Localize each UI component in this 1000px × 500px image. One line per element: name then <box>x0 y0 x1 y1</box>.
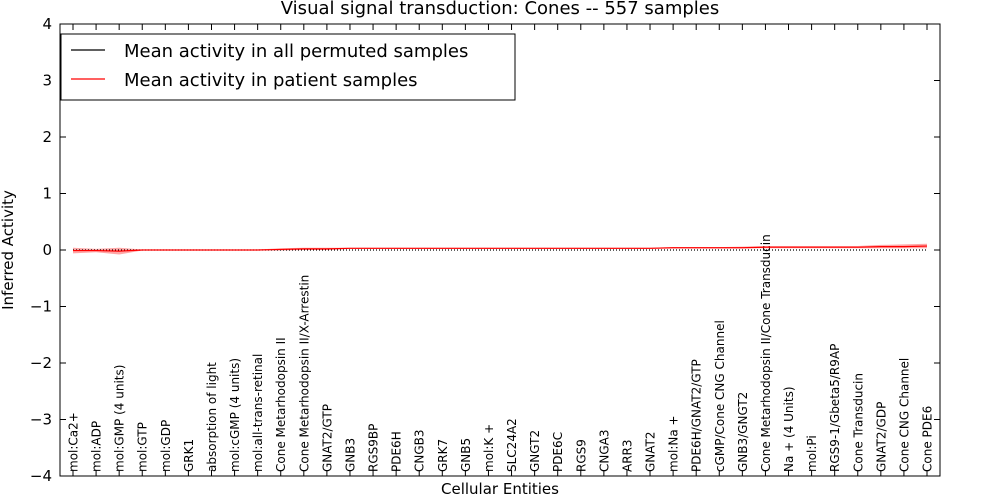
x-tick-label: Na + (4 Units) <box>782 386 796 472</box>
legend-label-permuted: Mean activity in all permuted samples <box>124 41 468 62</box>
y-tick-label: 3 <box>42 72 52 90</box>
y-tick-label: −2 <box>30 354 52 372</box>
plot-area: −4 −3 −2 −1 0 1 2 3 4 mol:Ca2+ mol:ADP mol:GMP (4 u… <box>30 15 940 485</box>
x-tick-label: GRK7 <box>436 439 450 472</box>
x-tick-label: mol:GDP <box>159 420 173 472</box>
y-tick-label: 1 <box>42 185 52 203</box>
x-tick-label: GNGT2 <box>528 430 542 472</box>
x-tick-label: GNB3/GNGT2 <box>736 392 750 472</box>
x-tick-label: cGMP/Cone CNG Channel <box>713 320 727 472</box>
x-tick-label: PDE6H/GNAT2/GTP <box>690 359 704 472</box>
x-tick-label: RGS9 <box>574 439 588 472</box>
x-tick-label: mol:all-trans-retinal <box>251 354 265 472</box>
x-tick-label: mol:cGMP (4 units) <box>228 358 242 472</box>
x-tick-label: SLC24A2 <box>505 418 519 472</box>
y-tick-label: 0 <box>42 241 52 259</box>
x-tick-label: Cone Metarhodopsin II <box>274 337 288 472</box>
x-tick-label: Cone Metarhodopsin II/Cone Transducin <box>759 234 773 472</box>
x-tick-label: GNAT2/GDP <box>874 402 888 472</box>
patient-mean-line <box>73 245 928 252</box>
x-tick-label: GNAT2/GTP <box>320 404 334 472</box>
y-tick-label: −1 <box>30 298 52 316</box>
y-tick-label: 4 <box>42 15 52 33</box>
x-tick-label: mol:ADP <box>90 421 104 472</box>
x-tick-label: mol:Pi <box>805 435 819 472</box>
x-tick-label: PDE6H <box>390 431 404 472</box>
legend-label-patient: Mean activity in patient samples <box>124 70 418 91</box>
legend: Mean activity in all permuted samples Me… <box>60 33 516 101</box>
chart-title: Visual signal transduction: Cones -- 557… <box>281 0 719 19</box>
x-tick-label: mol:Na + <box>667 415 681 472</box>
x-tick-label: GNB5 <box>459 438 473 472</box>
x-tick-label: GNB3 <box>344 438 358 472</box>
x-tick-label: RGS9BP <box>367 424 381 472</box>
x-tick-label: PDE6C <box>551 432 565 472</box>
x-tick-label: mol:Ca2+ <box>67 412 81 472</box>
x-axis-label: Cellular Entities <box>441 480 559 498</box>
x-tick-label: ARR3 <box>620 439 634 472</box>
x-tick-label: CNGB3 <box>413 429 427 472</box>
x-tick-label: RGS9-1/Gbeta5/R9AP <box>828 344 842 472</box>
x-tick-label: Cone CNG Channel <box>897 358 911 472</box>
y-tick-label: −4 <box>30 467 52 485</box>
x-tick-label: Cone Transducin <box>851 373 865 472</box>
y-axis-label: Inferred Activity <box>0 190 17 310</box>
legend-box <box>60 33 516 101</box>
y-tick-label: −3 <box>30 411 52 429</box>
plot-frame <box>59 23 941 477</box>
x-tick-label: CNGA3 <box>597 430 611 473</box>
y-tick-label: 2 <box>42 128 52 146</box>
x-tick-label: absorption of light <box>205 362 219 472</box>
x-tick-label: mol:GMP (4 units) <box>113 365 127 472</box>
x-tick-label: mol:K + <box>482 424 496 472</box>
x-tick-label: Cone Metarhodopsin II/X-Arrestin <box>297 275 311 472</box>
x-tick-label: Cone PDE6 <box>921 406 935 472</box>
x-tick-label: mol:GTP <box>136 422 150 472</box>
x-tick-label: GRK1 <box>182 439 196 472</box>
x-tick-label: GNAT2 <box>644 431 658 472</box>
